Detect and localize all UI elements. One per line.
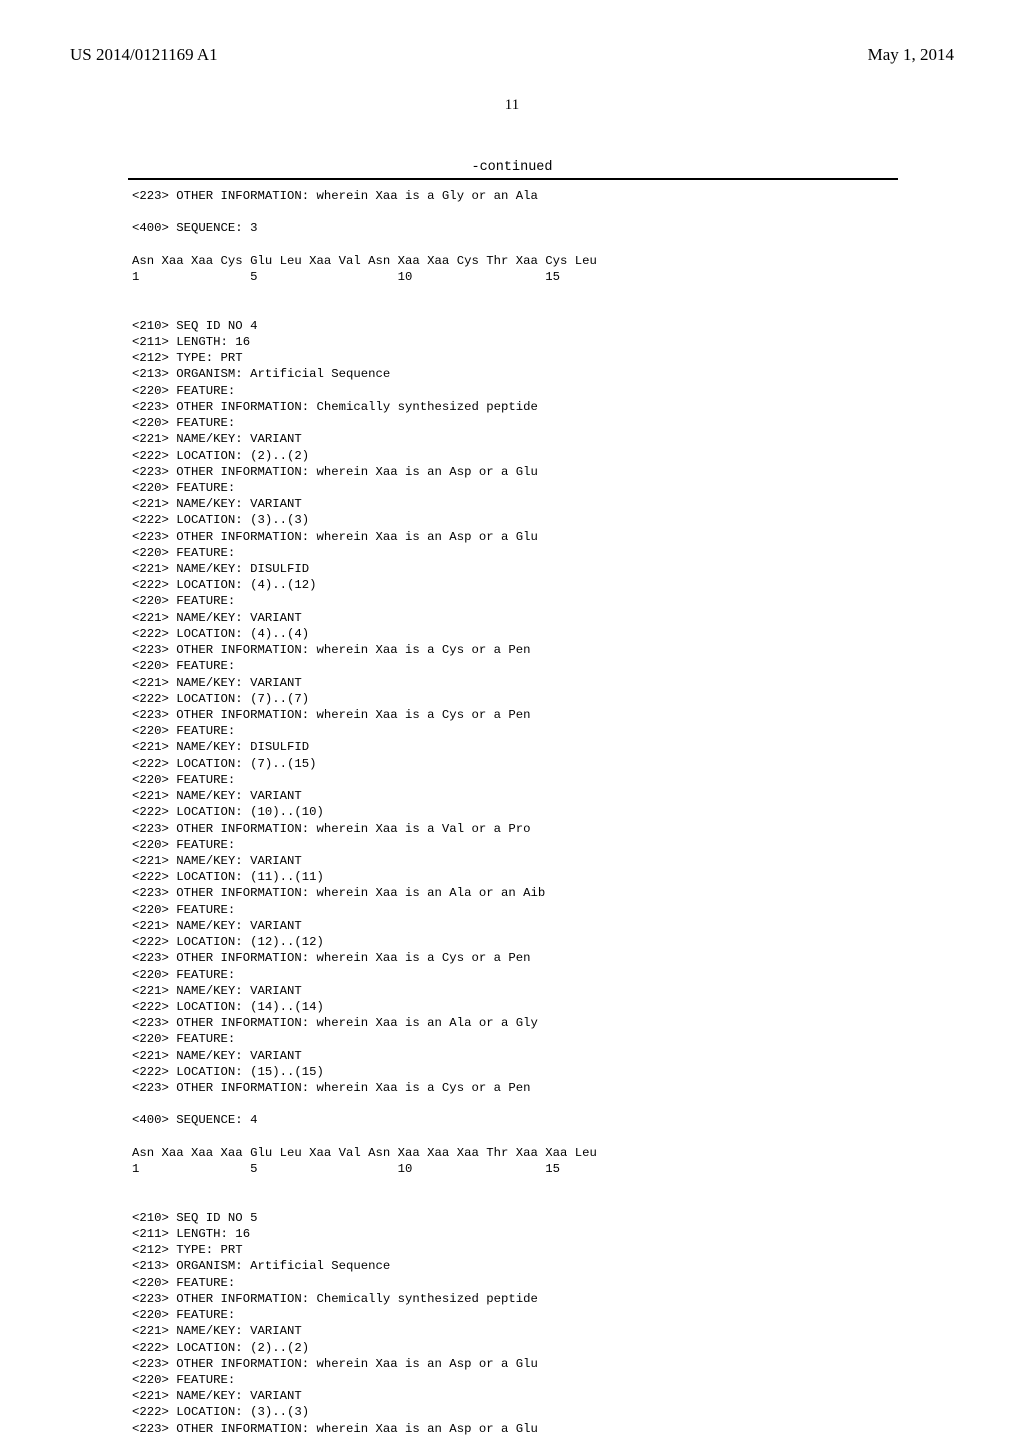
seq4-feature-line: <222> LOCATION: (4)..(12) [132,578,316,592]
seq3-num-line: 1 5 10 15 [132,270,560,284]
seq4-feature-line: <220> FEATURE: [132,481,235,495]
seq3-aa-line: Asn Xaa Xaa Cys Glu Leu Xaa Val Asn Xaa … [132,254,597,268]
seq4-feature-line: <221> NAME/KEY: VARIANT [132,1049,302,1063]
seq4-feature-line: <223> OTHER INFORMATION: wherein Xaa is … [132,643,530,657]
continued-label: -continued [0,160,1024,175]
seq4-feature-line: <222> LOCATION: (12)..(12) [132,935,324,949]
seq4-feature-line: <222> LOCATION: (4)..(4) [132,627,309,641]
seq4-feature-line: <221> NAME/KEY: DISULFID [132,562,309,576]
seq4-feature-line: <220> FEATURE: [132,546,235,560]
seq4-feature-line: <223> OTHER INFORMATION: wherein Xaa is … [132,886,545,900]
seq4-feature-line: <220> FEATURE: [132,384,235,398]
seq4-feature-line: <223> OTHER INFORMATION: wherein Xaa is … [132,1081,530,1095]
publication-number: US 2014/0121169 A1 [70,45,218,65]
seq4-feature-line: <220> FEATURE: [132,416,235,430]
seq4-feature-line: <221> NAME/KEY: DISULFID [132,740,309,754]
seq5-feature-line: <210> SEQ ID NO 5 [132,1211,257,1225]
seq5-feature-line: <221> NAME/KEY: VARIANT [132,1389,302,1403]
seq4-feature-line: <222> LOCATION: (15)..(15) [132,1065,324,1079]
seq4-feature-line: <220> FEATURE: [132,724,235,738]
seq4-feature-line: <223> OTHER INFORMATION: wherein Xaa is … [132,530,538,544]
seq5-feature-line: <220> FEATURE: [132,1276,235,1290]
seq4-feature-line: <221> NAME/KEY: VARIANT [132,497,302,511]
seq4-feature-line: <223> OTHER INFORMATION: wherein Xaa is … [132,951,530,965]
seq5-feature-line: <213> ORGANISM: Artificial Sequence [132,1259,390,1273]
seq4-feature-line: <223> OTHER INFORMATION: wherein Xaa is … [132,465,538,479]
seq5-feature-line: <212> TYPE: PRT [132,1243,243,1257]
seq4-num-line: 1 5 10 15 [132,1162,560,1176]
seq4-feature-line: <221> NAME/KEY: VARIANT [132,789,302,803]
seq4-sequence-label: <400> SEQUENCE: 4 [132,1113,257,1127]
seq4-feature-line: <223> OTHER INFORMATION: wherein Xaa is … [132,708,530,722]
seq5-feature-line: <222> LOCATION: (2)..(2) [132,1341,309,1355]
page-number: 11 [0,97,1024,114]
seq4-feature-line: <221> NAME/KEY: VARIANT [132,854,302,868]
seq4-feature-line: <221> NAME/KEY: VARIANT [132,432,302,446]
seq5-feature-line: <211> LENGTH: 16 [132,1227,250,1241]
seq5-feature-line: <223> OTHER INFORMATION: wherein Xaa is … [132,1422,538,1436]
seq4-feature-line: <222> LOCATION: (3)..(3) [132,513,309,527]
seq4-feature-line: <220> FEATURE: [132,594,235,608]
seq4-feature-line: <222> LOCATION: (11)..(11) [132,870,324,884]
seq4-aa-line: Asn Xaa Xaa Xaa Glu Leu Xaa Val Asn Xaa … [132,1146,597,1160]
seq4-feature-line: <222> LOCATION: (7)..(7) [132,692,309,706]
seq4-feature-line: <221> NAME/KEY: VARIANT [132,676,302,690]
seq5-feature-line: <223> OTHER INFORMATION: Chemically synt… [132,1292,538,1306]
seq4-feature-line: <220> FEATURE: [132,968,235,982]
seq4-feature-line: <220> FEATURE: [132,1032,235,1046]
seq4-feature-line: <222> LOCATION: (14)..(14) [132,1000,324,1014]
seq4-feature-line: <220> FEATURE: [132,773,235,787]
seq3-tail-feature: <223> OTHER INFORMATION: wherein Xaa is … [132,189,538,203]
publication-date: May 1, 2014 [868,45,954,65]
seq4-feature-line: <223> OTHER INFORMATION: wherein Xaa is … [132,822,530,836]
seq5-feature-line: <223> OTHER INFORMATION: wherein Xaa is … [132,1357,538,1371]
seq3-sequence-label: <400> SEQUENCE: 3 [132,221,257,235]
seq4-feature-line: <220> FEATURE: [132,659,235,673]
horizontal-rule [128,178,898,180]
seq4-feature-line: <221> NAME/KEY: VARIANT [132,611,302,625]
seq4-feature-line: <212> TYPE: PRT [132,351,243,365]
page-header: US 2014/0121169 A1 May 1, 2014 [0,45,1024,65]
seq4-feature-line: <221> NAME/KEY: VARIANT [132,984,302,998]
seq4-feature-line: <210> SEQ ID NO 4 [132,319,257,333]
seq4-feature-line: <222> LOCATION: (2)..(2) [132,449,309,463]
seq4-feature-line: <220> FEATURE: [132,903,235,917]
seq4-feature-line: <220> FEATURE: [132,838,235,852]
seq4-feature-line: <223> OTHER INFORMATION: Chemically synt… [132,400,538,414]
sequence-listing: <223> OTHER INFORMATION: wherein Xaa is … [132,188,898,1437]
seq4-feature-line: <223> OTHER INFORMATION: wherein Xaa is … [132,1016,538,1030]
seq4-feature-line: <222> LOCATION: (7)..(15) [132,757,316,771]
seq5-feature-line: <220> FEATURE: [132,1373,235,1387]
seq4-feature-line: <222> LOCATION: (10)..(10) [132,805,324,819]
seq5-feature-line: <222> LOCATION: (3)..(3) [132,1405,309,1419]
seq4-feature-line: <221> NAME/KEY: VARIANT [132,919,302,933]
seq5-feature-line: <221> NAME/KEY: VARIANT [132,1324,302,1338]
seq4-feature-line: <211> LENGTH: 16 [132,335,250,349]
seq4-feature-line: <213> ORGANISM: Artificial Sequence [132,367,390,381]
